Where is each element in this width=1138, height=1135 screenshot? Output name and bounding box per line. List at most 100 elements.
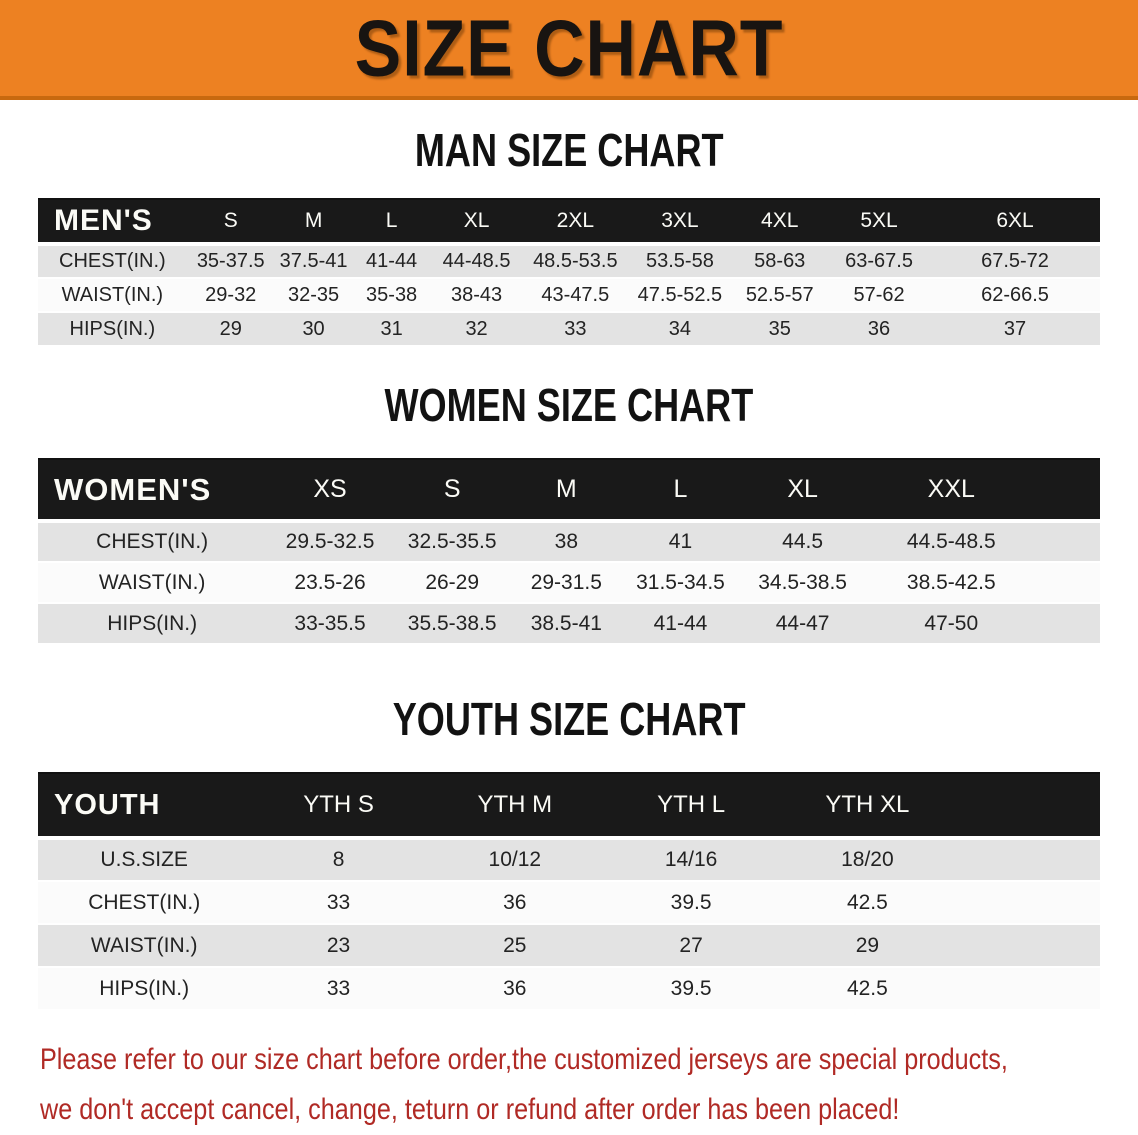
women-waist-row: WAIST(IN.) 23.5-26 26-29 29-31.5 31.5-34… bbox=[38, 562, 1100, 604]
size-cell: 23.5-26 bbox=[266, 562, 394, 604]
size-cell: 33 bbox=[522, 312, 629, 347]
spacer-cell bbox=[1036, 562, 1100, 604]
size-chart-banner: SIZE CHART bbox=[0, 0, 1138, 100]
size-cell: 47.5-52.5 bbox=[628, 278, 732, 313]
size-cell: 33-35.5 bbox=[266, 603, 394, 645]
size-cell: 41-44 bbox=[622, 603, 739, 645]
spacer-cell bbox=[955, 772, 1100, 838]
size-cell: 57-62 bbox=[828, 278, 930, 313]
size-cell: 44.5 bbox=[738, 519, 867, 563]
size-cell: 8 bbox=[250, 836, 427, 882]
size-cell: 35 bbox=[731, 312, 829, 347]
spacer-cell bbox=[955, 836, 1100, 882]
men-chest-row: CHEST(IN.) 35-37.5 37.5-41 41-44 44-48.5… bbox=[38, 242, 1100, 279]
women-chest-row: CHEST(IN.) 29.5-32.5 32.5-35.5 38 41 44.… bbox=[38, 519, 1100, 563]
men-col-header-s: S bbox=[186, 198, 275, 244]
size-cell: 42.5 bbox=[779, 881, 956, 925]
youth-size-table: YOUTH YTH S YTH M YTH L YTH XL U.S.SIZE … bbox=[38, 772, 1100, 1011]
size-cell: 14/16 bbox=[602, 836, 780, 882]
size-cell: 32 bbox=[430, 312, 523, 347]
size-cell: 23 bbox=[250, 924, 427, 968]
size-cell: 48.5-53.5 bbox=[522, 242, 629, 279]
men-size-table: MEN'S S M L XL 2XL 3XL 4XL 5XL 6XL CHEST… bbox=[38, 198, 1100, 347]
size-cell: 35.5-38.5 bbox=[393, 603, 511, 645]
row-label: HIPS(IN.) bbox=[38, 312, 187, 347]
size-cell: 29 bbox=[186, 312, 275, 347]
size-cell: 39.5 bbox=[602, 881, 780, 925]
women-col-header-xl: XL bbox=[738, 458, 867, 521]
row-label: HIPS(IN.) bbox=[38, 967, 251, 1011]
women-corner-label: WOMEN'S bbox=[38, 458, 267, 521]
size-cell: 53.5-58 bbox=[628, 242, 732, 279]
size-cell: 36 bbox=[828, 312, 930, 347]
women-section-heading: WOMEN SIZE CHART bbox=[0, 379, 1138, 432]
size-cell: 32-35 bbox=[274, 278, 353, 313]
spacer-cell bbox=[955, 881, 1100, 925]
size-cell: 32.5-35.5 bbox=[393, 519, 511, 563]
spacer-cell bbox=[1036, 603, 1100, 645]
women-heading-text: WOMEN SIZE CHART bbox=[384, 379, 754, 432]
size-cell: 62-66.5 bbox=[930, 278, 1100, 313]
size-cell: 43-47.5 bbox=[522, 278, 629, 313]
footer-note-line-1: Please refer to our size chart before or… bbox=[40, 1043, 1008, 1076]
row-label: CHEST(IN.) bbox=[38, 242, 187, 279]
youth-hips-row: HIPS(IN.) 33 36 39.5 42.5 bbox=[38, 967, 1100, 1011]
row-label: WAIST(IN.) bbox=[38, 278, 187, 313]
spacer-cell bbox=[955, 924, 1100, 968]
man-section-heading: MAN SIZE CHART bbox=[0, 124, 1138, 177]
size-cell: 44-47 bbox=[738, 603, 867, 645]
spacer-cell bbox=[1036, 458, 1100, 521]
size-cell: 25 bbox=[426, 924, 603, 968]
row-label: HIPS(IN.) bbox=[38, 603, 267, 645]
size-cell: 38 bbox=[510, 519, 623, 563]
size-cell: 26-29 bbox=[393, 562, 511, 604]
women-hips-row: HIPS(IN.) 33-35.5 35.5-38.5 38.5-41 41-4… bbox=[38, 603, 1100, 645]
size-cell: 38.5-41 bbox=[510, 603, 623, 645]
spacer-cell bbox=[955, 967, 1100, 1011]
men-col-header-xl: XL bbox=[430, 198, 523, 244]
size-cell: 52.5-57 bbox=[731, 278, 829, 313]
women-header-row: WOMEN'S XS S M L XL XXL bbox=[38, 458, 1100, 521]
size-cell: 29-31.5 bbox=[510, 562, 623, 604]
footer-note: Please refer to our size chart before or… bbox=[0, 1011, 1138, 1135]
women-col-header-s: S bbox=[393, 458, 511, 521]
banner-title: SIZE CHART bbox=[354, 3, 784, 93]
size-cell: 34 bbox=[628, 312, 732, 347]
youth-col-header-s: YTH S bbox=[250, 772, 427, 838]
size-cell: 58-63 bbox=[731, 242, 829, 279]
man-heading-text: MAN SIZE CHART bbox=[414, 124, 724, 177]
size-cell: 27 bbox=[602, 924, 780, 968]
size-cell: 18/20 bbox=[779, 836, 956, 882]
men-col-header-4xl: 4XL bbox=[731, 198, 829, 244]
size-cell: 31 bbox=[352, 312, 431, 347]
size-cell: 41-44 bbox=[352, 242, 431, 279]
size-cell: 31.5-34.5 bbox=[622, 562, 739, 604]
youth-section-heading: YOUTH SIZE CHART bbox=[0, 694, 1138, 746]
men-col-header-6xl: 6XL bbox=[930, 198, 1100, 244]
men-col-header-l: L bbox=[352, 198, 431, 244]
size-cell: 33 bbox=[250, 967, 427, 1011]
size-cell: 34.5-38.5 bbox=[738, 562, 867, 604]
youth-col-header-l: YTH L bbox=[602, 772, 780, 838]
spacer-cell bbox=[1036, 519, 1100, 563]
size-cell: 29 bbox=[779, 924, 956, 968]
size-cell: 42.5 bbox=[779, 967, 956, 1011]
size-cell: 47-50 bbox=[866, 603, 1037, 645]
size-cell: 44-48.5 bbox=[430, 242, 523, 279]
row-label: WAIST(IN.) bbox=[38, 562, 267, 604]
size-cell: 29.5-32.5 bbox=[266, 519, 394, 563]
size-cell: 36 bbox=[426, 881, 603, 925]
size-cell: 33 bbox=[250, 881, 427, 925]
row-label: CHEST(IN.) bbox=[38, 519, 267, 563]
size-cell: 37.5-41 bbox=[274, 242, 353, 279]
youth-corner-label: YOUTH bbox=[38, 772, 251, 838]
size-cell: 35-37.5 bbox=[186, 242, 275, 279]
men-col-header-2xl: 2XL bbox=[522, 198, 629, 244]
men-col-header-3xl: 3XL bbox=[628, 198, 732, 244]
size-cell: 29-32 bbox=[186, 278, 275, 313]
youth-col-header-xl: YTH XL bbox=[779, 772, 956, 838]
size-cell: 41 bbox=[622, 519, 739, 563]
youth-chest-row: CHEST(IN.) 33 36 39.5 42.5 bbox=[38, 881, 1100, 925]
row-label: CHEST(IN.) bbox=[38, 881, 251, 925]
youth-ussize-row: U.S.SIZE 8 10/12 14/16 18/20 bbox=[38, 836, 1100, 882]
